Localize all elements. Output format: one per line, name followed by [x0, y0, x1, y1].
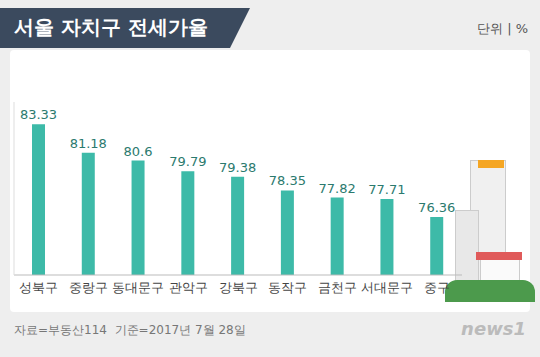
- svg-text:중랑구: 중랑구: [69, 280, 108, 295]
- svg-text:관악구: 관악구: [169, 280, 208, 295]
- html-text:자료=부동산114: 자료=부동산114: [14, 323, 107, 337]
- html-text:서울 자치구 전세가율: 서울 자치구 전세가율: [14, 15, 208, 39]
- svg-text:동작구: 동작구: [268, 280, 307, 295]
- svg-text:83.33: 83.33: [20, 107, 57, 122]
- html-text:news1: news1: [461, 318, 526, 339]
- svg-text:81.18: 81.18: [70, 136, 107, 151]
- svg-text:79.38: 79.38: [219, 160, 256, 175]
- svg-text:서대문구: 서대문구: [361, 280, 413, 295]
- svg-text:중구: 중구: [424, 280, 450, 295]
- html-text:단위 | %: 단위 | %: [477, 21, 528, 36]
- svg-text:강북구: 강북구: [219, 280, 258, 295]
- svg-text:77.71: 77.71: [368, 182, 405, 197]
- svg-text:동대문구: 동대문구: [112, 280, 164, 295]
- svg-text:금천구: 금천구: [318, 280, 357, 295]
- html-text:기준=2017년 7월 28일: 기준=2017년 7월 28일: [114, 323, 246, 337]
- svg-text:77.82: 77.82: [319, 181, 356, 196]
- svg-text:성북구: 성북구: [19, 280, 58, 295]
- svg-text:79.79: 79.79: [169, 154, 206, 169]
- svg-text:78.35: 78.35: [269, 173, 306, 188]
- svg-text:80.6: 80.6: [124, 144, 153, 159]
- svg-text:76.36: 76.36: [418, 200, 455, 215]
